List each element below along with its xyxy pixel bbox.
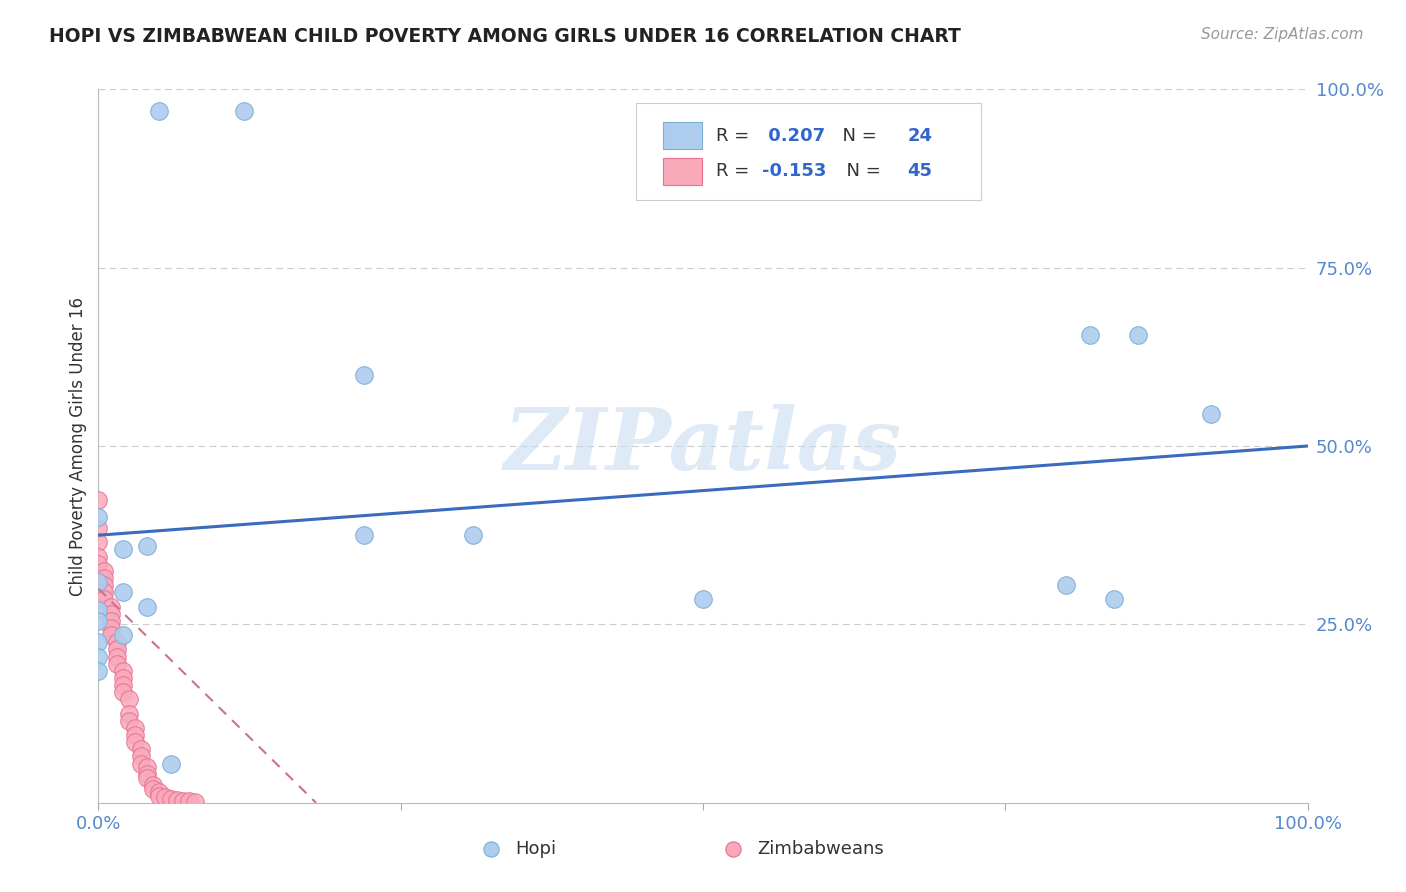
Point [142, 778, 165, 792]
Point [111, 585, 134, 599]
Point [93, 592, 115, 607]
Point [100, 599, 122, 614]
Point [135, 599, 157, 614]
Point [184, 795, 207, 809]
FancyBboxPatch shape [664, 158, 702, 185]
FancyBboxPatch shape [637, 103, 981, 200]
Point [148, 103, 170, 118]
Text: 45: 45 [907, 162, 932, 180]
Point [1128, 328, 1150, 343]
Point [142, 781, 165, 796]
Point [111, 678, 134, 692]
Point [160, 756, 183, 771]
Point [87, 510, 110, 524]
Point [129, 756, 152, 771]
Point [87, 557, 110, 571]
Point [100, 607, 122, 621]
Point [118, 706, 141, 721]
Point [129, 742, 152, 756]
Point [118, 714, 141, 728]
Text: Zimbabweans: Zimbabweans [758, 840, 884, 858]
Point [105, 649, 128, 664]
FancyBboxPatch shape [664, 122, 702, 149]
Text: Source: ZipAtlas.com: Source: ZipAtlas.com [1201, 27, 1364, 42]
Point [166, 793, 188, 807]
Point [135, 760, 157, 774]
Point [118, 692, 141, 706]
Point [353, 368, 375, 382]
Point [105, 642, 128, 657]
Point [148, 785, 170, 799]
Point [135, 771, 157, 785]
Point [111, 685, 134, 699]
Point [87, 664, 110, 678]
Point [87, 649, 110, 664]
Point [153, 790, 176, 805]
Point [87, 521, 110, 535]
Point [93, 585, 115, 599]
Point [100, 621, 122, 635]
Point [353, 528, 375, 542]
Point [87, 635, 110, 649]
Text: -0.153: -0.153 [762, 162, 827, 180]
Point [87, 603, 110, 617]
Point [111, 628, 134, 642]
Point [172, 794, 194, 808]
Point [1078, 328, 1101, 343]
Text: 0.207: 0.207 [762, 127, 825, 145]
Point [135, 767, 157, 781]
Point [87, 535, 110, 549]
Point [87, 549, 110, 564]
Point [124, 735, 146, 749]
Y-axis label: Child Poverty Among Girls Under 16: Child Poverty Among Girls Under 16 [69, 296, 87, 596]
Point [87, 492, 110, 507]
Text: ZIPatlas: ZIPatlas [503, 404, 903, 488]
Point [1199, 407, 1222, 421]
Text: N =: N = [831, 127, 883, 145]
Point [1054, 578, 1077, 592]
Point [105, 635, 128, 649]
Point [100, 628, 122, 642]
Text: R =: R = [716, 127, 755, 145]
Text: N =: N = [835, 162, 886, 180]
Point [124, 728, 146, 742]
Point [87, 574, 110, 589]
Point [87, 614, 110, 628]
Point [93, 564, 115, 578]
Point [93, 571, 115, 585]
Point [105, 657, 128, 671]
Point [124, 721, 146, 735]
Point [1102, 592, 1125, 607]
Point [129, 749, 152, 764]
Point [111, 664, 134, 678]
Text: Hopi: Hopi [516, 840, 557, 858]
Point [232, 103, 254, 118]
Point [93, 578, 115, 592]
Point [148, 789, 170, 803]
Point [179, 794, 201, 808]
Text: 24: 24 [907, 127, 932, 145]
Text: HOPI VS ZIMBABWEAN CHILD POVERTY AMONG GIRLS UNDER 16 CORRELATION CHART: HOPI VS ZIMBABWEAN CHILD POVERTY AMONG G… [49, 27, 962, 45]
Point [100, 614, 122, 628]
Point [111, 671, 134, 685]
Point [111, 542, 134, 557]
Point [692, 592, 714, 607]
Point [160, 791, 183, 805]
Point [135, 539, 157, 553]
Text: R =: R = [716, 162, 755, 180]
Point [463, 528, 485, 542]
